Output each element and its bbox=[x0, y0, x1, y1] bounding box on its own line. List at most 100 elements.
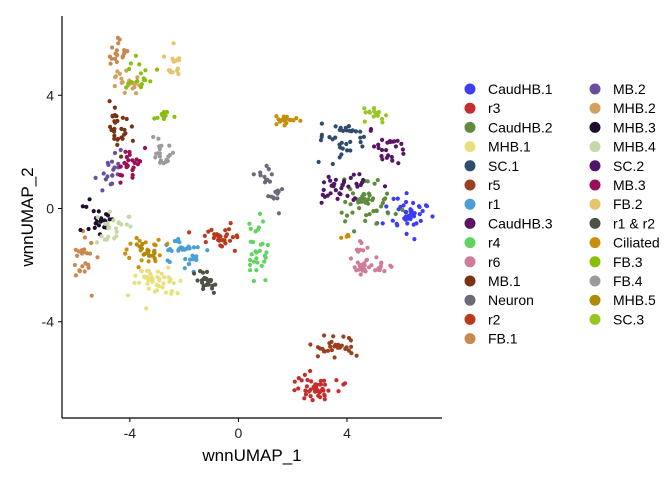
data-point bbox=[348, 148, 353, 153]
legend-key bbox=[589, 160, 601, 172]
data-point bbox=[251, 172, 256, 177]
series-r1-r2 bbox=[192, 269, 218, 295]
legend-label: FB.3 bbox=[613, 254, 643, 270]
data-point bbox=[127, 255, 132, 260]
data-point bbox=[380, 137, 385, 142]
data-point bbox=[310, 398, 315, 403]
data-point bbox=[114, 48, 119, 53]
data-point bbox=[358, 182, 363, 187]
data-point bbox=[275, 196, 280, 201]
data-point bbox=[254, 256, 259, 261]
data-point bbox=[132, 85, 137, 90]
data-point bbox=[379, 204, 384, 209]
data-point bbox=[95, 240, 100, 245]
data-point bbox=[367, 110, 372, 115]
data-point bbox=[258, 242, 263, 247]
data-point bbox=[119, 173, 125, 178]
data-point bbox=[113, 51, 118, 56]
data-point bbox=[279, 187, 285, 192]
series-r5 bbox=[308, 333, 359, 360]
legend-item: MHB.2 bbox=[589, 100, 656, 116]
legend-item: FB.3 bbox=[589, 254, 643, 270]
data-point bbox=[156, 237, 161, 242]
data-point bbox=[102, 237, 107, 242]
data-point bbox=[401, 203, 406, 208]
data-point bbox=[120, 136, 125, 141]
data-point bbox=[126, 158, 131, 163]
data-point bbox=[145, 268, 150, 273]
legend-label: r1 & r2 bbox=[613, 215, 655, 231]
data-point bbox=[195, 278, 200, 283]
data-point bbox=[118, 164, 123, 169]
data-point bbox=[361, 248, 366, 253]
data-point bbox=[123, 251, 128, 256]
data-point bbox=[325, 193, 330, 198]
data-point bbox=[382, 184, 388, 189]
data-point bbox=[321, 378, 327, 383]
data-point bbox=[92, 225, 97, 230]
data-point bbox=[172, 114, 177, 119]
data-point bbox=[374, 208, 379, 213]
data-point bbox=[155, 275, 160, 280]
data-point bbox=[254, 250, 259, 255]
data-point bbox=[82, 269, 87, 274]
data-point bbox=[282, 123, 287, 128]
legend-label: CaudHB.1 bbox=[488, 81, 553, 97]
data-point bbox=[400, 207, 405, 212]
legend-label: SC.3 bbox=[613, 311, 644, 327]
data-point bbox=[316, 393, 321, 398]
y-tick-label: -4 bbox=[42, 314, 55, 330]
data-point bbox=[319, 200, 324, 205]
data-point bbox=[223, 228, 228, 233]
data-point bbox=[182, 247, 187, 252]
data-point bbox=[166, 265, 171, 270]
data-point bbox=[308, 394, 313, 399]
data-point bbox=[107, 99, 112, 104]
series-mb-2 bbox=[93, 147, 123, 193]
data-point bbox=[164, 157, 169, 162]
data-point bbox=[395, 196, 400, 201]
data-point bbox=[248, 226, 253, 231]
data-point bbox=[357, 206, 362, 211]
data-point bbox=[152, 116, 157, 121]
data-point bbox=[145, 281, 150, 286]
series-neuron bbox=[251, 163, 285, 216]
data-point bbox=[133, 91, 139, 96]
data-point bbox=[115, 137, 120, 142]
data-point bbox=[102, 218, 107, 223]
data-point bbox=[80, 204, 85, 209]
data-point bbox=[302, 372, 307, 377]
data-point bbox=[89, 293, 94, 298]
data-point bbox=[302, 396, 307, 401]
data-point bbox=[112, 84, 117, 89]
data-point bbox=[346, 335, 352, 341]
data-point bbox=[411, 200, 416, 206]
data-point bbox=[110, 45, 115, 50]
data-point bbox=[125, 164, 130, 169]
data-point bbox=[389, 154, 394, 160]
data-point bbox=[204, 277, 209, 282]
legend-label: r3 bbox=[488, 100, 501, 116]
data-point bbox=[357, 172, 362, 177]
legend-key bbox=[464, 141, 476, 153]
data-point bbox=[400, 147, 405, 152]
data-point bbox=[327, 135, 332, 140]
data-point bbox=[115, 69, 120, 74]
data-point bbox=[82, 235, 87, 240]
data-point bbox=[269, 172, 274, 177]
data-point bbox=[98, 218, 103, 223]
data-point bbox=[249, 252, 254, 257]
data-point bbox=[375, 178, 380, 183]
data-point bbox=[99, 234, 104, 239]
legend-label: MHB.3 bbox=[613, 119, 656, 135]
data-point bbox=[202, 233, 207, 238]
data-point bbox=[291, 118, 296, 123]
data-point bbox=[374, 111, 379, 116]
legend-key bbox=[464, 121, 476, 133]
data-point bbox=[318, 138, 324, 143]
data-point bbox=[339, 235, 344, 240]
data-point bbox=[382, 269, 387, 274]
data-point bbox=[346, 124, 351, 129]
data-point bbox=[156, 136, 161, 141]
data-point bbox=[341, 178, 347, 184]
